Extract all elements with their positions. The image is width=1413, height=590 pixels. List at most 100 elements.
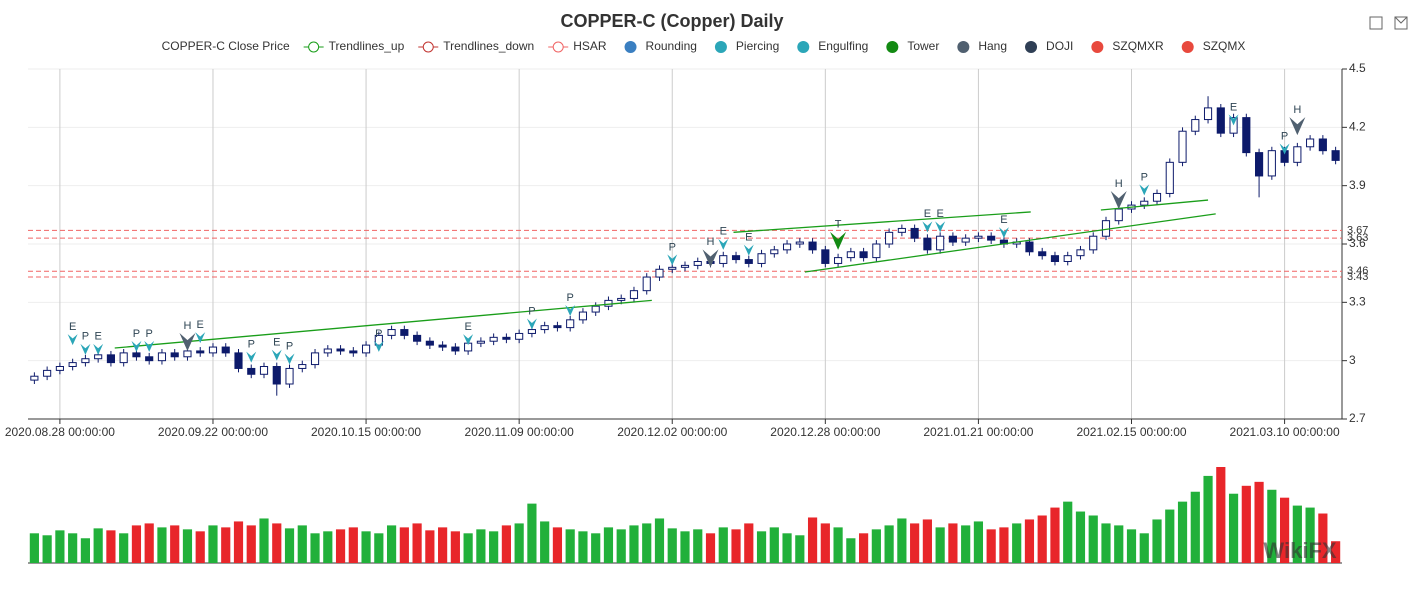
candle-body (43, 369, 52, 377)
chart-title: COPPER-C (Copper) Daily (560, 11, 783, 31)
candle-body (770, 249, 779, 255)
volume-bar (259, 518, 269, 563)
volume-bar (1024, 519, 1035, 563)
volume-bar (182, 529, 193, 563)
candle-body (1178, 130, 1187, 163)
volume-bar (1241, 485, 1251, 563)
candle-body (527, 329, 536, 334)
candle-body (1331, 150, 1340, 161)
candle-body (834, 257, 843, 264)
candle-body (234, 352, 243, 369)
volume-bar (718, 527, 728, 563)
candle-body (617, 297, 626, 301)
pattern-label: P (567, 292, 574, 304)
x-tick-label: 2020.09.22 00:00:00 (158, 425, 268, 439)
pattern-label: H (183, 320, 191, 332)
volume-bar (1331, 541, 1341, 563)
candle-body (361, 344, 371, 354)
pattern-label: E (1000, 214, 1007, 226)
candle-body (145, 356, 154, 362)
candle-body (693, 261, 702, 266)
volume-bar (744, 523, 754, 563)
pattern-marker (179, 332, 196, 351)
hsar-label: 3.43 (1347, 271, 1368, 283)
legend-label: Rounding (646, 39, 697, 53)
candle-body (476, 340, 485, 344)
candle-body (974, 235, 983, 239)
legend-icon (552, 41, 564, 53)
candle-body (859, 251, 868, 259)
toolbar[interactable] (1369, 16, 1408, 30)
volume-bar (310, 533, 320, 563)
x-tick-label: 2021.02.15 00:00:00 (1076, 425, 1186, 439)
candle-body (1255, 152, 1264, 177)
volume-bar (412, 523, 422, 563)
volume-bar (106, 530, 116, 563)
pattern-marker (1139, 184, 1150, 196)
candle-body (1089, 235, 1098, 251)
pattern-marker (526, 318, 537, 330)
pattern-label: P (669, 241, 676, 253)
pattern-marker (1279, 143, 1290, 155)
legend-icon (1181, 41, 1194, 53)
volume-bar (463, 533, 473, 563)
candle-body (566, 319, 575, 329)
volume-bar (29, 533, 39, 563)
candle-body (1203, 107, 1213, 121)
candle-body (413, 334, 422, 342)
candle-body (221, 346, 230, 354)
volume-bar (948, 523, 958, 563)
pattern-marker (80, 343, 91, 355)
legend-label: Engulfing (818, 39, 868, 53)
candle-body (668, 266, 677, 270)
zoom-icon[interactable] (1369, 16, 1383, 30)
volume-bar (756, 531, 767, 563)
candle-body (948, 235, 957, 243)
volume-bar (450, 531, 460, 563)
legend-label: SZQMX (1203, 39, 1246, 53)
pattern-label: E (1230, 101, 1237, 113)
y-tick-label: 3.3 (1349, 295, 1366, 309)
candle-body (132, 352, 141, 358)
trendline (804, 213, 1216, 273)
trendline (114, 299, 652, 349)
x-tick-label: 2020.10.15 00:00:00 (311, 425, 421, 439)
candle-body (782, 243, 792, 251)
volume-bar (1203, 475, 1213, 563)
volume-bar (1126, 529, 1137, 563)
volume-bar (144, 523, 154, 563)
volume-bar (859, 533, 869, 563)
volume-bar (629, 525, 639, 563)
volume-bar (910, 523, 920, 563)
volume-bar (935, 527, 945, 563)
pattern-label: H (1115, 178, 1123, 190)
volume-bar (680, 531, 690, 563)
candle-body (604, 299, 613, 307)
y-tick-label: 2.7 (1349, 411, 1366, 425)
volume-bar (999, 527, 1009, 563)
volume-bar (323, 531, 333, 563)
pattern-label: E (69, 321, 76, 333)
legend-label: HSAR (573, 39, 607, 53)
volume-bar (1216, 467, 1226, 563)
volume-bar (42, 535, 52, 563)
volume-bar (501, 525, 511, 563)
candle-body (1038, 251, 1047, 257)
pattern-label: P (146, 328, 153, 340)
candle-body (719, 255, 728, 264)
candle-body (183, 350, 192, 358)
candle-body (336, 348, 345, 352)
candle-body (757, 253, 766, 264)
candle-body (170, 352, 179, 358)
volume-bar (157, 527, 167, 563)
volume-bar (208, 525, 218, 563)
legend-label: Trendlines_down (443, 39, 534, 53)
pattern-label: P (286, 340, 293, 352)
pattern-marker (373, 340, 384, 352)
volume-bar (527, 503, 537, 563)
restore-icon[interactable] (1394, 16, 1408, 30)
y-tick-label: 3.6 (1349, 236, 1366, 250)
candle-body (629, 290, 639, 299)
volume-bar (386, 525, 397, 563)
